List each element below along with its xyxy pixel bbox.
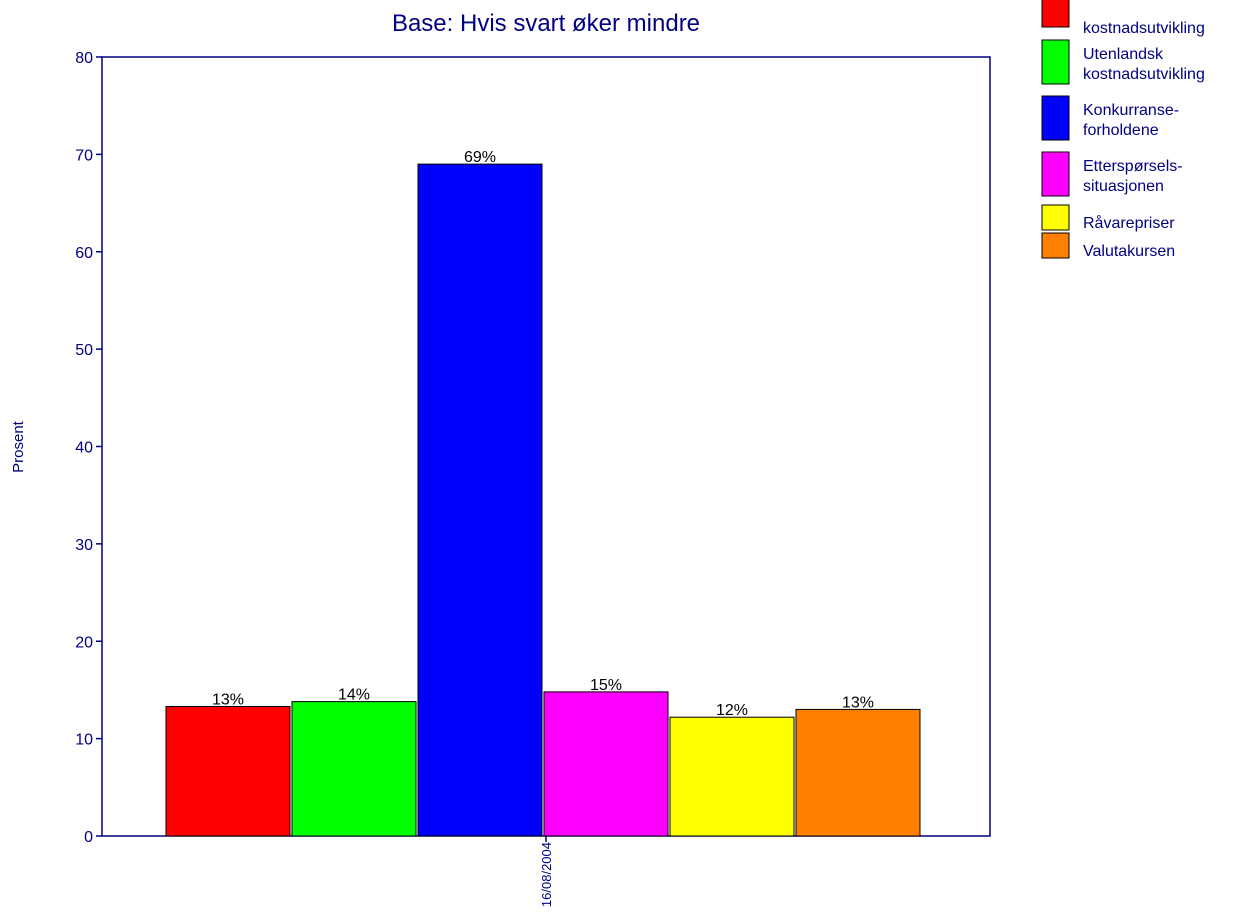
legend-swatch-4 bbox=[1041, 151, 1070, 197]
y-tick-label: 80 bbox=[75, 50, 93, 67]
x-axis: 16/08/2004 bbox=[539, 836, 554, 907]
y-axis: 0 10 20 30 40 50 60 70 80 bbox=[75, 50, 102, 846]
y-tick-label: 70 bbox=[75, 147, 93, 164]
legend-label: Råvarepriser bbox=[1083, 214, 1175, 232]
legend-label: forholdene bbox=[1083, 122, 1159, 139]
legend-swatch-6 bbox=[1041, 232, 1070, 259]
legend-label: Konkurranse- bbox=[1083, 102, 1179, 119]
legend: kostnadsutvikling Utenlandsk kostnadsutvik… bbox=[1041, 0, 1205, 260]
bar-6 bbox=[795, 708, 921, 837]
y-tick-label: 10 bbox=[75, 732, 93, 749]
legend-label: kostnadsutvikling bbox=[1083, 20, 1205, 37]
legend-label: Valutakursen bbox=[1083, 243, 1175, 260]
data-label: 12% bbox=[716, 702, 748, 719]
y-tick-label: 30 bbox=[75, 537, 93, 554]
legend-label: Utenlandsk bbox=[1083, 46, 1164, 63]
data-label: 13% bbox=[212, 691, 244, 708]
bar-2 bbox=[291, 701, 417, 837]
legend-label: kostnadsutvikling bbox=[1083, 66, 1205, 83]
data-label: 13% bbox=[842, 694, 874, 711]
y-tick-label: 40 bbox=[75, 440, 93, 457]
legend-swatch-3 bbox=[1041, 95, 1070, 141]
chart-title: Base: Hvis svart øker mindre bbox=[392, 10, 700, 37]
legend-swatch-1 bbox=[1041, 0, 1070, 28]
x-tick-label: 16/08/2004 bbox=[539, 842, 554, 907]
y-tick-label: 0 bbox=[84, 829, 93, 846]
data-label: 15% bbox=[590, 677, 622, 694]
y-tick-label: 60 bbox=[75, 245, 93, 262]
bar-4 bbox=[543, 691, 669, 837]
data-label: 14% bbox=[338, 687, 370, 704]
bar-group: 13% 14% 69% 15% 12% 13% bbox=[165, 149, 921, 837]
y-axis-label: Prosent bbox=[10, 420, 27, 473]
bar-3 bbox=[417, 163, 543, 837]
y-tick-label: 20 bbox=[75, 634, 93, 651]
legend-swatch-2 bbox=[1041, 39, 1070, 85]
legend-label: Etterspørsels- bbox=[1083, 158, 1183, 175]
bar-1 bbox=[165, 705, 291, 837]
data-label: 69% bbox=[464, 149, 496, 166]
bar-5 bbox=[669, 716, 795, 837]
legend-label: situasjonen bbox=[1083, 178, 1164, 195]
y-tick-label: 50 bbox=[75, 342, 93, 359]
legend-swatch-5 bbox=[1041, 204, 1070, 231]
